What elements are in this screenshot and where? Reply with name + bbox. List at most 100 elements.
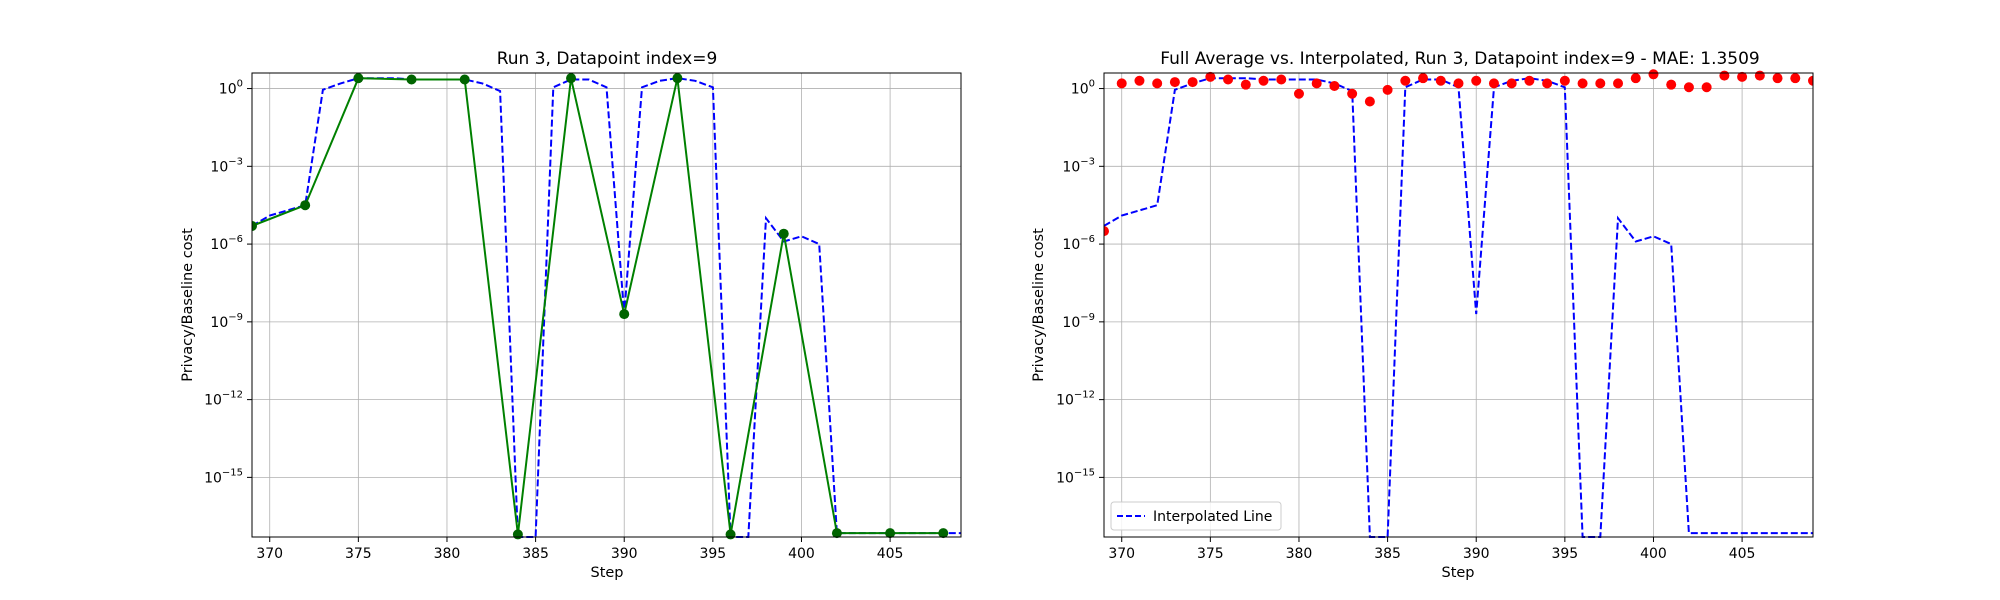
y-tick-label: 10−3 bbox=[1062, 156, 1095, 175]
y-tick-label: 10−9 bbox=[210, 312, 243, 331]
full-average-point bbox=[1134, 75, 1145, 86]
full-average-point bbox=[1542, 78, 1553, 89]
x-tick-label: 375 bbox=[345, 546, 372, 562]
x-tick-label: 385 bbox=[1374, 546, 1401, 562]
y-tick-label: 10−9 bbox=[1062, 312, 1095, 331]
full-average-point bbox=[1104, 226, 1109, 237]
x-tick-label: 405 bbox=[877, 546, 904, 562]
y-tick-label: 100 bbox=[219, 79, 243, 98]
full-average-point bbox=[1400, 75, 1411, 86]
full-average-point bbox=[1471, 75, 1482, 86]
sampled-point-marker bbox=[831, 528, 842, 539]
left-series-group bbox=[252, 73, 961, 540]
full-average-point bbox=[1276, 74, 1287, 85]
sampled-solid-line bbox=[252, 77, 944, 535]
full-average-point bbox=[1258, 75, 1269, 86]
legend-box bbox=[1110, 501, 1282, 531]
full-average-point bbox=[1719, 70, 1730, 81]
left-axes-frame bbox=[251, 72, 962, 538]
full-average-point bbox=[1506, 78, 1517, 89]
x-tick-label: 390 bbox=[611, 546, 638, 562]
full-average-point bbox=[1737, 71, 1748, 82]
legend: Interpolated Line bbox=[1110, 501, 1282, 531]
full-average-point bbox=[1329, 80, 1340, 91]
full-average-point bbox=[1488, 78, 1499, 89]
x-tick-label: 390 bbox=[1463, 546, 1490, 562]
right-grid bbox=[1104, 73, 1813, 537]
left-grid bbox=[252, 73, 961, 537]
x-tick-label: 380 bbox=[434, 546, 461, 562]
full-average-point bbox=[1311, 78, 1322, 89]
full-average-point bbox=[1648, 69, 1659, 80]
y-tick-label: 10−15 bbox=[1056, 467, 1095, 486]
full-average-point bbox=[1808, 75, 1813, 86]
sampled-point-marker bbox=[619, 309, 630, 320]
y-tick-label: 10−6 bbox=[210, 234, 243, 253]
sampled-point-marker bbox=[778, 228, 789, 239]
left-chart-title: Run 3, Datapoint index=9 bbox=[497, 49, 718, 69]
sampled-point-marker bbox=[566, 73, 577, 84]
sampled-point-marker bbox=[725, 529, 736, 540]
left-y-axis-label: Privacy/Baseline cost bbox=[180, 228, 196, 382]
full-average-point bbox=[1169, 77, 1180, 88]
full-average-point bbox=[1453, 78, 1464, 89]
legend-label-interpolated-line: Interpolated Line bbox=[1153, 509, 1272, 525]
full-average-point bbox=[1382, 84, 1393, 95]
right-xticks: 370 375 380 385 390 395 400 405 bbox=[1108, 537, 1755, 562]
full-average-point bbox=[1754, 70, 1765, 81]
y-tick-label: 10−3 bbox=[210, 156, 243, 175]
y-tick-label: 100 bbox=[1071, 79, 1095, 98]
full-average-point bbox=[1240, 79, 1251, 90]
x-tick-label: 395 bbox=[699, 546, 726, 562]
full-average-point bbox=[1418, 73, 1429, 84]
sampled-point-marker bbox=[672, 73, 683, 84]
x-tick-label: 400 bbox=[788, 546, 815, 562]
full-average-point bbox=[1223, 74, 1234, 85]
x-tick-label: 370 bbox=[1108, 546, 1135, 562]
right-series-group bbox=[1104, 69, 1813, 538]
full-average-point bbox=[1790, 73, 1801, 84]
left-subplot: Run 3, Datapoint index=9 370 375 380 385 390… bbox=[180, 49, 962, 581]
full-average-point bbox=[1683, 82, 1694, 93]
right-subplot: Full Average vs. Interpolated, Run 3, Da… bbox=[1031, 49, 1814, 581]
x-tick-label: 370 bbox=[256, 546, 283, 562]
full-average-point bbox=[1205, 71, 1216, 82]
sampled-point-marker bbox=[512, 529, 523, 540]
y-tick-label: 10−6 bbox=[1062, 234, 1095, 253]
sampled-point-marker bbox=[406, 74, 417, 85]
full-average-point bbox=[1293, 88, 1304, 99]
full-average-point bbox=[1595, 78, 1606, 89]
x-tick-label: 380 bbox=[1286, 546, 1313, 562]
right-x-axis-label: Step bbox=[1441, 565, 1474, 581]
x-tick-label: 385 bbox=[522, 546, 549, 562]
left-x-axis-label: Step bbox=[590, 565, 623, 581]
full-average-point bbox=[1559, 75, 1570, 86]
right-chart-title: Full Average vs. Interpolated, Run 3, Da… bbox=[1160, 49, 1760, 69]
full-average-point bbox=[1524, 75, 1535, 86]
sampled-point-marker bbox=[353, 73, 364, 84]
y-tick-label: 10−12 bbox=[204, 390, 243, 409]
right-y-axis-label: Privacy/Baseline cost bbox=[1031, 228, 1047, 382]
x-tick-label: 375 bbox=[1197, 546, 1224, 562]
full-average-point bbox=[1577, 78, 1588, 89]
full-average-point bbox=[1116, 78, 1127, 89]
full-average-point bbox=[1187, 77, 1198, 88]
full-average-point bbox=[1435, 75, 1446, 86]
left-series-layer bbox=[252, 73, 961, 540]
full-average-point bbox=[1613, 78, 1624, 89]
right-series-layer bbox=[1104, 69, 1813, 538]
x-tick-label: 395 bbox=[1551, 546, 1578, 562]
sampled-point-marker bbox=[938, 528, 949, 539]
sampled-point-marker bbox=[885, 528, 896, 539]
x-tick-label: 405 bbox=[1729, 546, 1756, 562]
full-average-point bbox=[1772, 73, 1783, 84]
full-average-point bbox=[1347, 88, 1358, 99]
x-tick-label: 400 bbox=[1640, 546, 1667, 562]
right-axes-frame bbox=[1103, 72, 1814, 538]
right-yticks: 100 10−3 10−6 10−9 10−12 10−15 bbox=[1056, 79, 1104, 486]
sampled-point-marker bbox=[252, 220, 257, 231]
full-average-point bbox=[1666, 79, 1677, 90]
sampled-point-marker bbox=[459, 74, 470, 85]
left-yticks: 100 10−3 10−6 10−9 10−12 10−15 bbox=[204, 79, 252, 486]
